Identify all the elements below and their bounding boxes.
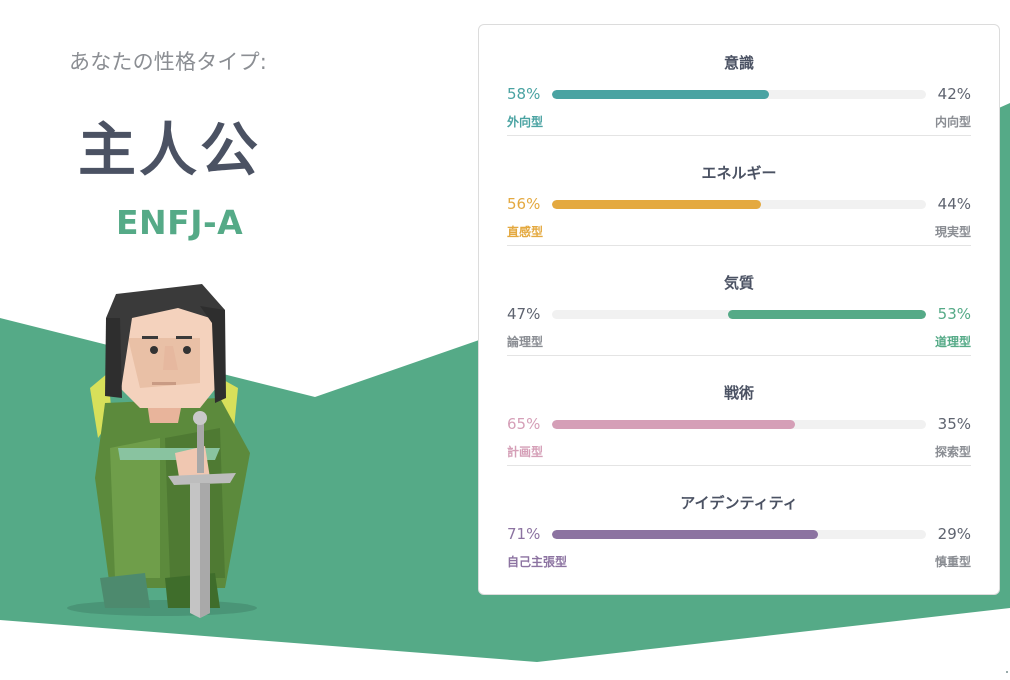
personality-type-name: 主人公 (78, 116, 262, 184)
trait-right-label: 道理型 (934, 335, 971, 349)
trait-right-percent: 42% (937, 85, 971, 103)
trait-left-label: 直感型 (507, 225, 544, 239)
protagonist-avatar-icon (67, 284, 257, 618)
trait-right-label: 内向型 (934, 115, 971, 129)
trait-left-percent: 65% (507, 415, 541, 433)
trait-bar-track (552, 310, 926, 319)
trait-right-label: 探索型 (934, 445, 971, 459)
personality-header: あなたの性格タイプ: 主人公 ENFJ-A (0, 0, 340, 680)
trait-bar-track (552, 530, 926, 539)
trait-title: エネルギー (701, 164, 777, 182)
trait-bar-fill (552, 90, 769, 99)
trait-right-label: 慎重型 (934, 555, 971, 569)
trait-right-percent: 29% (937, 525, 971, 543)
trait-mind: 意識 58% 42% 外向型 内向型 (507, 25, 971, 136)
trait-left-label: 外向型 (507, 115, 544, 129)
trait-right-percent: 53% (937, 305, 971, 323)
trait-left-percent: 71% (507, 525, 541, 543)
corner-dot (1006, 671, 1008, 673)
trait-left-percent: 58% (507, 85, 541, 103)
trait-bar-fill (552, 200, 762, 209)
trait-energy: エネルギー 56% 44% 直感型 現実型 (507, 135, 971, 246)
trait-bar-track (552, 420, 926, 429)
trait-title: 戦術 (723, 384, 754, 402)
trait-nature: 気質 47% 53% 論理型 道理型 (507, 245, 971, 356)
trait-bar-fill (727, 310, 926, 319)
traits-card: 意識 58% 42% 外向型 内向型 エネルギー 56% 44% 直感型 現実型… (478, 24, 1000, 595)
personality-type-code: ENFJ-A (116, 203, 244, 242)
trait-bar-fill (552, 530, 818, 539)
trait-left-label: 論理型 (507, 335, 544, 349)
trait-left-percent: 47% (507, 305, 541, 323)
trait-bar-track (552, 90, 926, 99)
trait-right-label: 現実型 (934, 225, 971, 239)
trait-bar-fill (552, 420, 796, 429)
trait-right-percent: 35% (937, 415, 971, 433)
trait-left-label: 計画型 (507, 445, 544, 459)
trait-bar-track (552, 200, 926, 209)
trait-left-label: 自己主張型 (507, 555, 568, 569)
trait-title: 意識 (723, 54, 754, 72)
trait-identity: アイデンティティ 71% 29% 自己主張型 慎重型 (507, 465, 971, 575)
trait-tactics: 戦術 65% 35% 計画型 探索型 (507, 355, 971, 466)
trait-right-percent: 44% (937, 195, 971, 213)
trait-title: アイデンティティ (680, 494, 798, 512)
trait-title: 気質 (723, 274, 754, 292)
personality-kicker: あなたの性格タイプ: (69, 50, 268, 74)
trait-left-percent: 56% (507, 195, 541, 213)
